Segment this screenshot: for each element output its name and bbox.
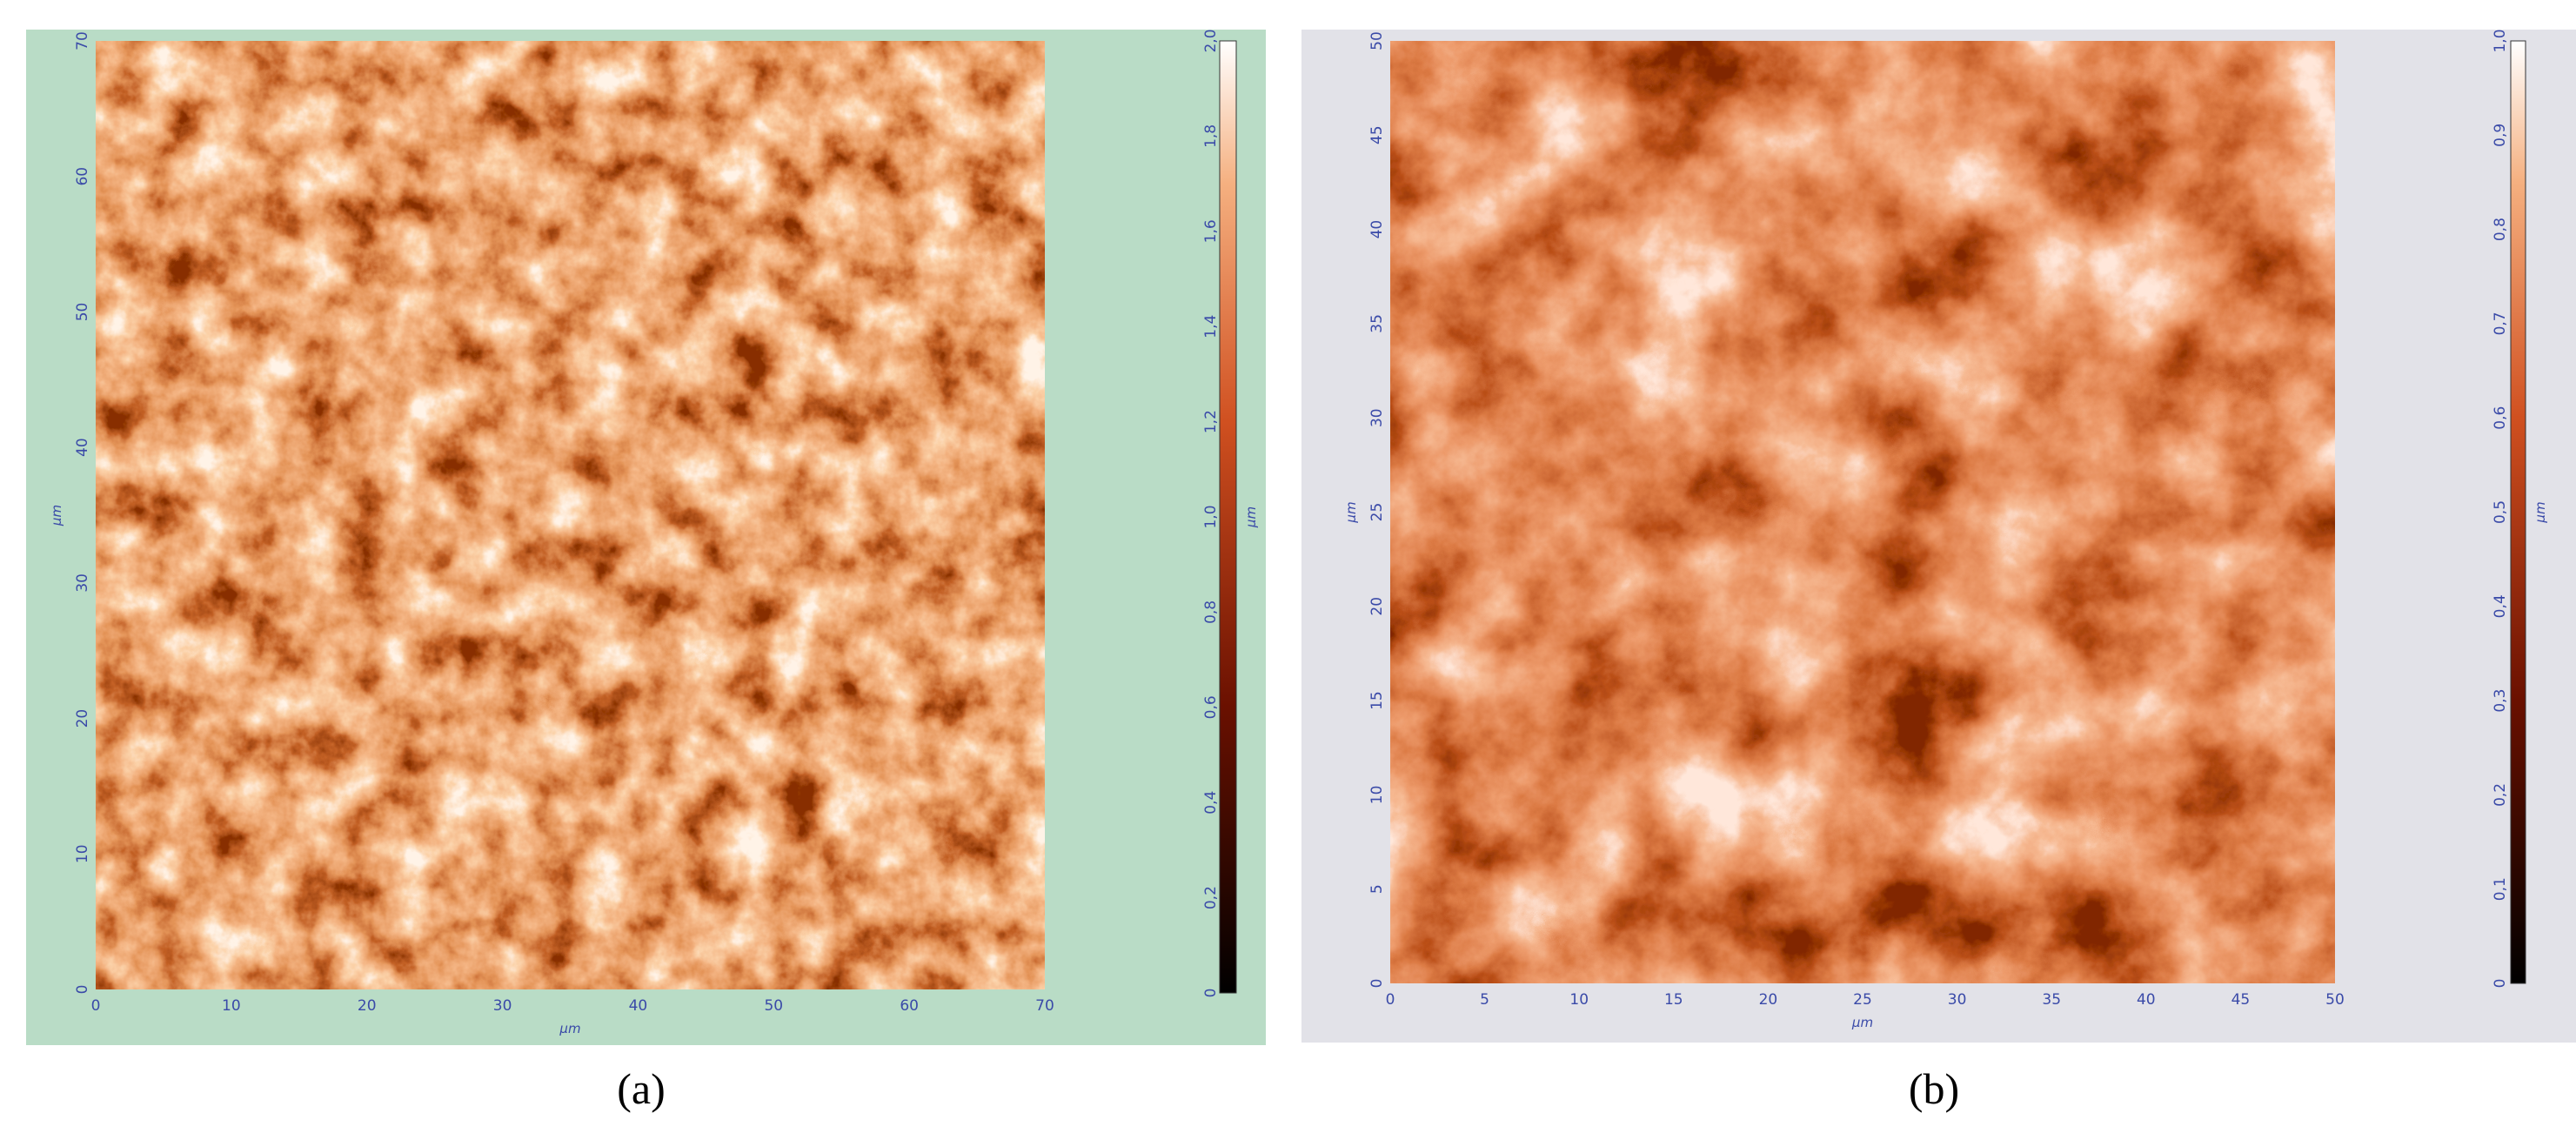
colorbar-tick-label: 0,6 xyxy=(2492,406,2509,430)
x-tick-label: 25 xyxy=(1853,991,1872,1009)
panel-caption: (b) xyxy=(1909,1064,1959,1113)
x-tick-label: 0 xyxy=(1386,991,1395,1009)
colorbar-tick-label: 0 xyxy=(2492,979,2509,989)
y-axis-unit: μm xyxy=(49,505,64,526)
x-tick-label: 35 xyxy=(2042,991,2061,1009)
colorbar-tick-label: 0,2 xyxy=(1202,886,1220,909)
x-tick-label: 0 xyxy=(91,997,101,1015)
colorbar-tick-label: 0,5 xyxy=(2492,500,2509,524)
x-tick-label: 60 xyxy=(900,997,919,1015)
panel-caption: (a) xyxy=(617,1064,666,1113)
colorbar-tick-label: 0,7 xyxy=(2492,312,2509,335)
colorbar-tick-label: 0,3 xyxy=(2492,689,2509,713)
x-tick-label: 10 xyxy=(222,997,241,1015)
x-tick-label: 15 xyxy=(1664,991,1683,1009)
y-tick-label: 50 xyxy=(74,303,91,322)
x-tick-label: 70 xyxy=(1035,997,1054,1015)
x-axis-unit: μm xyxy=(559,1021,580,1036)
y-tick-label: 0 xyxy=(74,985,91,995)
y-tick-label: 5 xyxy=(1368,884,1386,894)
y-tick-label: 30 xyxy=(1368,408,1386,427)
colorbar-tick-label: 0,8 xyxy=(2492,218,2509,241)
colorbar-tick-label: 1,2 xyxy=(1202,410,1220,433)
y-tick-label: 70 xyxy=(74,31,91,50)
x-tick-label: 50 xyxy=(764,997,783,1015)
colorbar-tick-label: 0,4 xyxy=(2492,594,2509,618)
colorbar-tick-label: 0,2 xyxy=(2492,783,2509,807)
colorbar-tick-label: 1,0 xyxy=(1202,505,1220,528)
colorbar-tick-label: 0,8 xyxy=(1202,600,1220,624)
y-tick-label: 50 xyxy=(1368,31,1386,50)
x-tick-label: 20 xyxy=(358,997,377,1015)
colorbar-tick-label: 1,4 xyxy=(1202,315,1220,339)
colorbar-tick-label: 0,9 xyxy=(2492,124,2509,147)
y-tick-label: 15 xyxy=(1368,691,1386,710)
colorbar-tick-label: 0,1 xyxy=(2492,877,2509,901)
afm-image xyxy=(1390,41,2335,983)
y-tick-label: 35 xyxy=(1368,314,1386,333)
colorbar-unit: μm xyxy=(1243,506,1259,528)
x-tick-label: 30 xyxy=(493,997,512,1015)
y-tick-label: 30 xyxy=(74,573,91,593)
colorbar-tick-label: 1,8 xyxy=(1202,124,1220,148)
x-tick-label: 10 xyxy=(1569,991,1589,1009)
colorbar-tick-label: 1,6 xyxy=(1202,219,1220,243)
y-tick-label: 25 xyxy=(1368,503,1386,522)
colorbar-tick-label: 2,0 xyxy=(1202,29,1220,52)
x-tick-label: 45 xyxy=(2231,991,2251,1009)
x-tick-label: 40 xyxy=(2137,991,2156,1009)
colorbar-tick-label: 0 xyxy=(1202,989,1220,998)
y-tick-label: 0 xyxy=(1368,979,1386,989)
colorbar-tick-label: 0,4 xyxy=(1202,791,1220,815)
y-tick-label: 10 xyxy=(1368,786,1386,805)
y-axis-unit: μm xyxy=(1343,501,1359,523)
colorbar xyxy=(2510,40,2526,984)
colorbar xyxy=(1219,40,1237,994)
y-tick-label: 20 xyxy=(74,709,91,728)
x-axis-unit: μm xyxy=(1851,1015,1873,1030)
y-tick-label: 20 xyxy=(1368,597,1386,616)
x-tick-label: 5 xyxy=(1480,991,1489,1009)
x-tick-label: 20 xyxy=(1759,991,1778,1009)
y-tick-label: 10 xyxy=(74,844,91,863)
x-tick-label: 50 xyxy=(2325,991,2345,1009)
colorbar-unit: μm xyxy=(2533,501,2548,523)
y-tick-label: 40 xyxy=(1368,220,1386,239)
y-tick-label: 45 xyxy=(1368,125,1386,144)
x-tick-label: 40 xyxy=(629,997,648,1015)
x-tick-label: 30 xyxy=(1948,991,1967,1009)
afm-image xyxy=(96,41,1045,989)
colorbar-tick-label: 1,0 xyxy=(2492,29,2509,52)
y-tick-label: 40 xyxy=(74,438,91,457)
y-tick-label: 60 xyxy=(74,167,91,186)
colorbar-tick-label: 0,6 xyxy=(1202,695,1220,719)
